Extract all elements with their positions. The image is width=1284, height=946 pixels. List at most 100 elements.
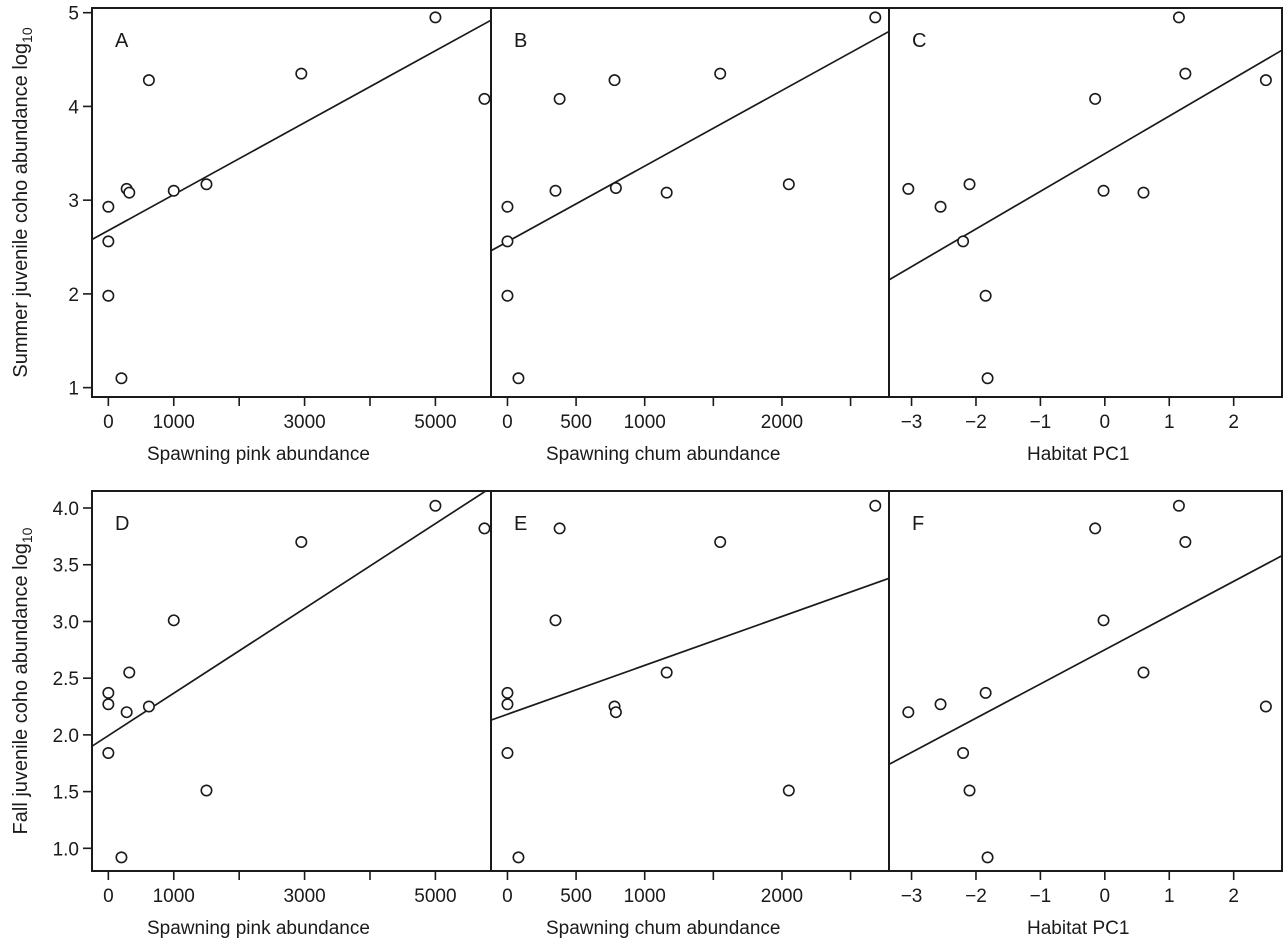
panel-frame xyxy=(490,7,890,398)
x-tick-label: 2000 xyxy=(761,412,803,433)
data-point xyxy=(1097,184,1110,197)
data-point xyxy=(142,74,155,87)
data-point xyxy=(102,686,115,699)
data-point xyxy=(934,200,947,213)
data-point xyxy=(609,706,622,719)
data-point xyxy=(501,289,514,302)
data-point xyxy=(608,74,621,87)
data-point xyxy=(102,235,115,248)
x-tick-label: 3000 xyxy=(283,886,325,907)
data-point xyxy=(102,289,115,302)
data-point xyxy=(714,536,727,549)
regression-line xyxy=(92,19,491,241)
y-axis-label: Fall juvenile coho abundance log10 xyxy=(10,527,35,834)
data-point xyxy=(1259,700,1272,713)
panel-label: C xyxy=(912,30,926,52)
data-point xyxy=(167,614,180,627)
panel-d: 0 1000 3000 5000 1.0 1.5 2.0 2.5 3.0 3.5 4.0 Spawni… xyxy=(53,490,492,939)
x-tick-label: 0 xyxy=(502,886,513,907)
data-point xyxy=(549,614,562,627)
data-point xyxy=(660,186,673,199)
x-tick-label: 500 xyxy=(560,886,592,907)
x-tick-label: 3000 xyxy=(283,412,325,433)
x-tick-label: 5000 xyxy=(414,412,456,433)
y-tick-label: 3.5 xyxy=(53,556,79,577)
data-point xyxy=(979,289,992,302)
data-point xyxy=(102,747,115,760)
panel-frame xyxy=(888,490,1283,872)
panel-b: 0 500 1000 2000 Spawning chum abundance B xyxy=(490,7,890,465)
panel-frame xyxy=(91,490,492,872)
data-point xyxy=(123,666,136,679)
x-tick-label: 0 xyxy=(103,886,114,907)
data-point xyxy=(979,686,992,699)
data-point xyxy=(782,784,795,797)
data-point xyxy=(1089,92,1102,105)
data-point xyxy=(963,178,976,191)
data-point xyxy=(200,178,213,191)
data-point xyxy=(115,851,128,864)
data-point xyxy=(1137,666,1150,679)
data-point xyxy=(501,200,514,213)
data-point xyxy=(102,698,115,711)
data-point xyxy=(142,700,155,713)
data-point xyxy=(1137,186,1150,199)
x-tick-label: 1000 xyxy=(624,412,666,433)
data-point xyxy=(902,706,915,719)
x-tick-label: 1000 xyxy=(153,886,195,907)
panel-a: 0 1000 3000 5000 1 2 3 4 5 Spawning pink abundanc… xyxy=(68,4,492,465)
data-point xyxy=(963,784,976,797)
x-tick-label: 1 xyxy=(1164,886,1175,907)
data-point xyxy=(1097,614,1110,627)
data-point xyxy=(102,200,115,213)
y-tick-label: 4 xyxy=(68,97,79,118)
panel-c: −3 −2 −1 0 1 2 Habitat PC1 C xyxy=(888,7,1283,465)
x-axis-label: Spawning pink abundance xyxy=(147,444,370,465)
regression-line xyxy=(491,30,889,252)
data-point xyxy=(660,666,673,679)
x-tick-label: 1000 xyxy=(624,886,666,907)
x-tick-label: 0 xyxy=(103,412,114,433)
x-tick-label: −3 xyxy=(901,412,923,433)
x-tick-label: 1000 xyxy=(153,412,195,433)
data-point xyxy=(501,686,514,699)
x-tick-label: −1 xyxy=(1030,412,1052,433)
x-axis-label: Spawning chum abundance xyxy=(546,444,781,465)
data-point xyxy=(512,851,525,864)
panel-label: F xyxy=(912,513,924,535)
x-tick-label: 5000 xyxy=(414,886,456,907)
data-point xyxy=(934,698,947,711)
data-point xyxy=(1172,11,1185,24)
regression-line xyxy=(92,491,488,747)
data-point xyxy=(957,235,970,248)
data-point xyxy=(120,706,133,719)
data-point xyxy=(429,499,442,512)
y-axis-label-subscript: 10 xyxy=(19,527,35,543)
y-tick-label: 1.0 xyxy=(53,839,79,860)
panel-label: A xyxy=(115,30,129,52)
data-point xyxy=(869,499,882,512)
data-point xyxy=(714,67,727,80)
x-tick-label: 0 xyxy=(1100,886,1111,907)
y-tick-label: 3 xyxy=(68,191,79,212)
data-point xyxy=(478,522,491,535)
panel-e: 0 500 1000 2000 Spawning chum abundance E xyxy=(490,490,890,939)
y-tick-label: 5 xyxy=(68,4,79,25)
x-tick-label: 2000 xyxy=(761,886,803,907)
regression-line xyxy=(889,554,1282,766)
panel-label: B xyxy=(514,30,527,52)
data-point xyxy=(200,784,213,797)
x-axis-label: Spawning pink abundance xyxy=(147,918,370,939)
data-point xyxy=(782,178,795,191)
x-tick-label: 1 xyxy=(1164,412,1175,433)
x-axis-label: Habitat PC1 xyxy=(1027,444,1129,465)
x-tick-label: 2 xyxy=(1228,886,1239,907)
y-tick-label: 4.0 xyxy=(53,499,79,520)
data-point xyxy=(295,536,308,549)
y-axis-label-subscript: 10 xyxy=(19,27,35,43)
data-point xyxy=(123,186,136,199)
data-point xyxy=(957,747,970,760)
regression-line xyxy=(889,49,1282,281)
